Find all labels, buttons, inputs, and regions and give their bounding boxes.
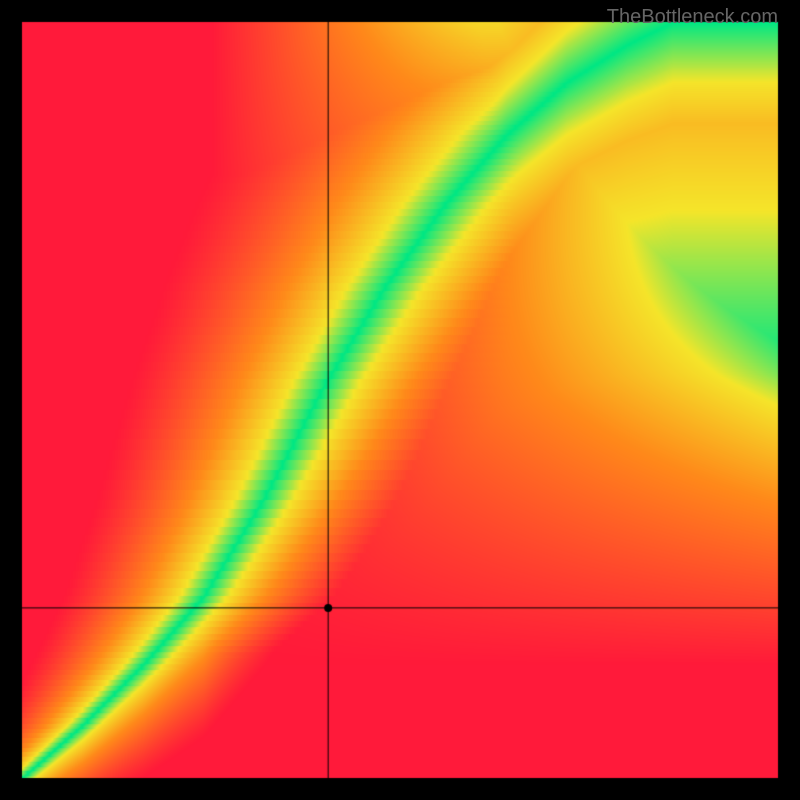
watermark-text: TheBottleneck.com — [607, 6, 778, 29]
chart-container: TheBottleneck.com — [0, 0, 800, 800]
heatmap-canvas — [0, 0, 800, 800]
